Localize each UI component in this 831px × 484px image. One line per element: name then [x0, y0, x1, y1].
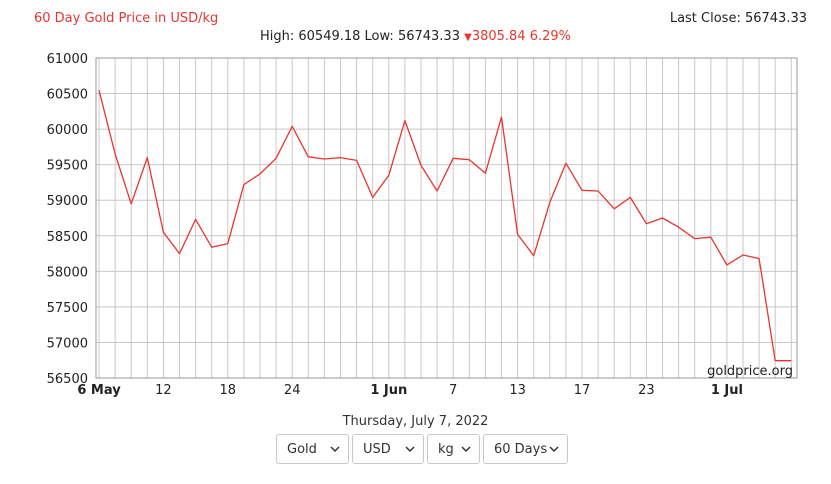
- y-axis: 56500 57000 57500 58000 58500 59000 59500 60000…: [47, 52, 88, 387]
- y-tick-label: 57500: [47, 301, 88, 316]
- high-low-text: High: 60549.18 Low: 56743.33: [259, 29, 460, 44]
- chart-title: 60 Day Gold Price in USD/kg: [34, 11, 219, 26]
- unit-select[interactable]: kg: [427, 434, 480, 464]
- metal-select-value: Gold: [287, 441, 317, 457]
- x-tick-label: 6 May: [77, 383, 121, 398]
- period-select-value: 60 Days: [494, 441, 548, 457]
- currency-select[interactable]: USD: [352, 434, 424, 464]
- price-series: [98, 89, 792, 362]
- chevron-down-icon: [405, 446, 415, 453]
- current-date: Thursday, July 7, 2022: [342, 414, 489, 429]
- x-tick-label: 24: [284, 383, 301, 398]
- x-tick-label: 23: [638, 383, 655, 398]
- watermark: goldprice.org: [707, 364, 793, 379]
- x-tick-label: 12: [155, 383, 172, 398]
- chevron-down-icon: [330, 446, 340, 453]
- y-tick-label: 56500: [47, 372, 88, 387]
- y-tick-label: 57000: [47, 336, 88, 351]
- change-text: 3805.84 6.29%: [471, 29, 572, 44]
- x-tick-label: 1 Jul: [711, 383, 743, 398]
- y-tick-label: 60500: [47, 88, 88, 103]
- chevron-down-icon: [549, 446, 559, 453]
- chart-grid: [96, 57, 797, 379]
- currency-select-value: USD: [363, 441, 391, 457]
- price-line: [98, 89, 792, 362]
- y-tick-label: 60000: [47, 123, 88, 138]
- unit-select-value: kg: [438, 441, 454, 457]
- price-chart: 56500 57000 57500 58000 58500 59000 59500 60000…: [47, 52, 798, 398]
- controls-bar: Gold USD kg 60 Days: [0, 434, 831, 466]
- plot-frame: [95, 57, 798, 379]
- down-triangle-icon: ▼: [464, 32, 472, 43]
- y-tick-label: 58500: [47, 230, 88, 245]
- x-tick-label: 1 Jun: [370, 383, 407, 398]
- y-tick-label: 59500: [47, 159, 88, 174]
- x-tick-label: 17: [574, 383, 591, 398]
- last-close: Last Close: 56743.33: [669, 11, 807, 26]
- x-tick-label: 18: [220, 383, 237, 398]
- period-select[interactable]: 60 Days: [483, 434, 568, 464]
- plot-border: [95, 57, 798, 379]
- x-axis: 6 May 12 18 24 1 Jun 7 13 17 23 1 Jul: [77, 383, 743, 398]
- y-tick-label: 59000: [47, 194, 88, 209]
- x-tick-label: 13: [509, 383, 526, 398]
- metal-select[interactable]: Gold: [276, 434, 349, 464]
- high-low-stats: High: 60549.18 Low: 56743.33 ▼3805.84 6.…: [0, 29, 831, 44]
- y-tick-label: 61000: [47, 52, 88, 67]
- chevron-down-icon: [461, 446, 471, 453]
- x-tick-label: 7: [449, 383, 457, 398]
- y-tick-label: 58000: [47, 265, 88, 280]
